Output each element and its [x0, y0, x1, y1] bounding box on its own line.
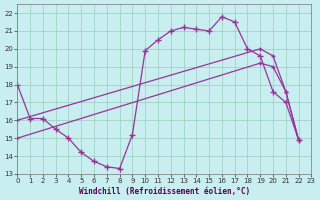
X-axis label: Windchill (Refroidissement éolien,°C): Windchill (Refroidissement éolien,°C) — [79, 187, 250, 196]
